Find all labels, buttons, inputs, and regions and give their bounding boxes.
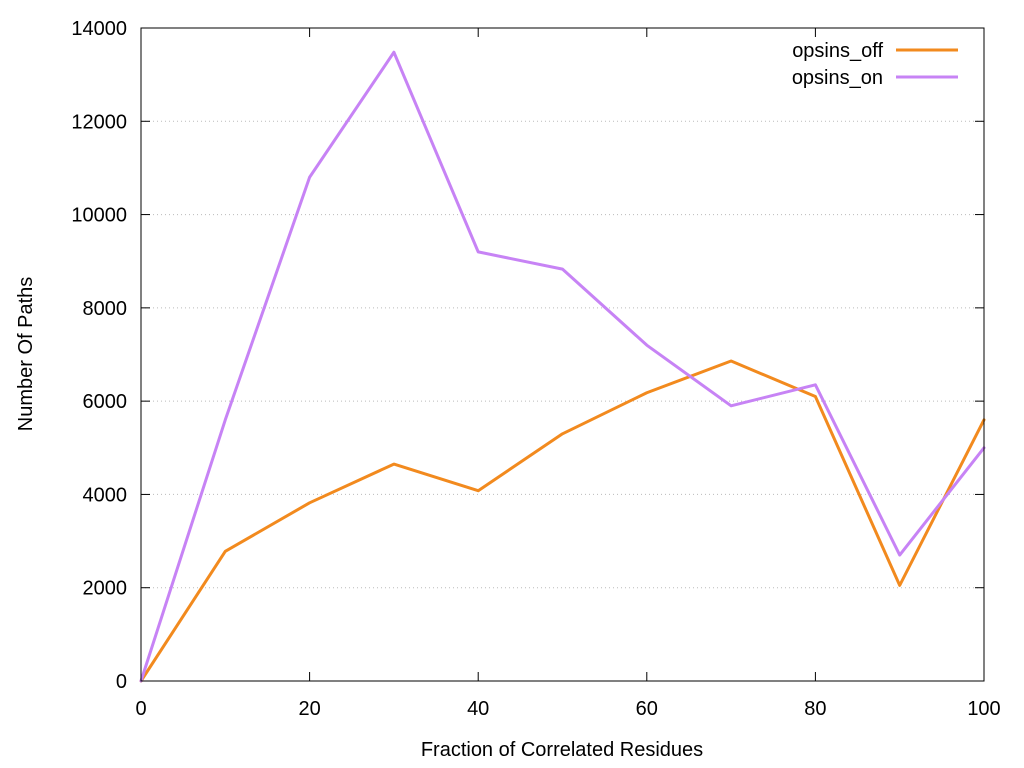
y-tick-label: 6000 — [83, 391, 128, 413]
x-tick-label: 0 — [135, 698, 146, 720]
y-tick-label: 8000 — [83, 298, 128, 320]
x-axis-title: Fraction of Correlated Residues — [421, 739, 703, 761]
y-tick-label: 10000 — [71, 205, 127, 227]
y-tick-label: 4000 — [83, 484, 128, 506]
series-lines — [139, 50, 986, 683]
x-tick-label: 40 — [467, 698, 489, 720]
plot-frame — [140, 27, 985, 682]
x-tick-label: 60 — [636, 698, 658, 720]
plot-area-border — [140, 27, 985, 682]
legend-label-opsins_off: opsins_off — [792, 40, 883, 62]
x-tick-label: 100 — [967, 698, 1000, 720]
y-tick-label: 0 — [116, 671, 127, 693]
x-tick-label: 80 — [804, 698, 826, 720]
series-line-opsins_on — [139, 50, 986, 683]
y-tick-label: 12000 — [71, 111, 127, 133]
y-tick-label: 2000 — [83, 578, 128, 600]
y-axis-title: Number Of Paths — [15, 277, 37, 432]
legend: opsins_off opsins_on — [792, 40, 958, 89]
x-tick-label: 20 — [298, 698, 320, 720]
y-tick-label: 14000 — [71, 18, 127, 40]
grid-lines — [141, 120, 984, 589]
axis-ticks: 0 2000 4000 6000 8000 10000 12000 14000 0 20 40 60 8… — [71, 18, 1000, 720]
legend-label-opsins_on: opsins_on — [792, 67, 883, 89]
series-line-opsins_off — [139, 359, 986, 683]
